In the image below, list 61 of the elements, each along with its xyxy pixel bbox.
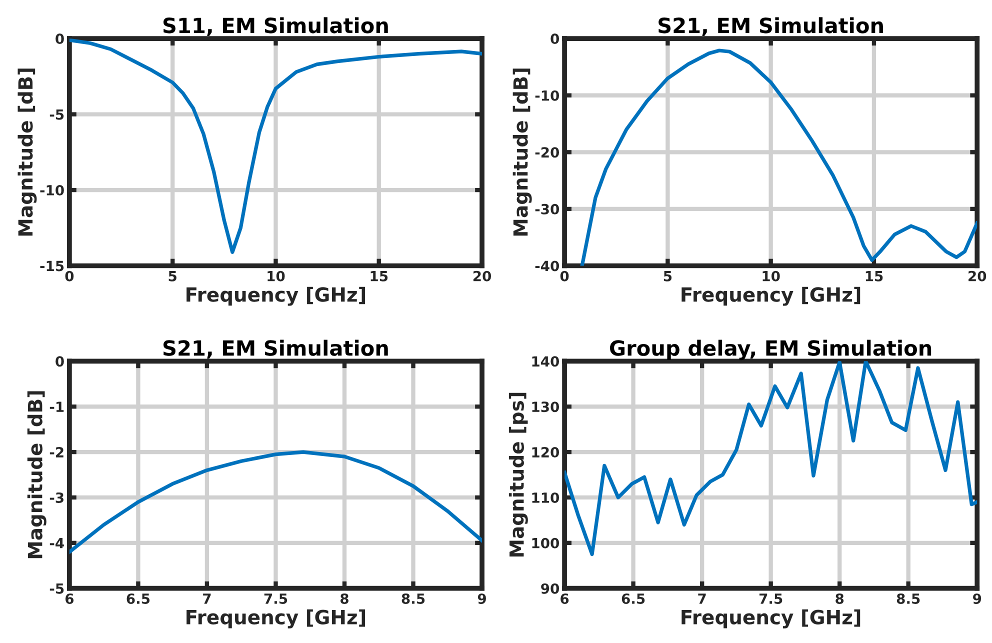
y-tick-label: 140	[532, 356, 560, 367]
x-tick-label: 5	[664, 271, 672, 282]
y-tick-label: -20	[535, 147, 560, 158]
x-tick-label: 0	[65, 270, 74, 282]
x-tick-label: 5	[168, 271, 176, 282]
y-axis-title: Magnitude [dB]	[27, 391, 46, 558]
chart-title: S21, EM Simulation	[658, 17, 883, 36]
chart-title: S21, EM Simulation	[163, 340, 388, 359]
y-tick-label: 90	[541, 583, 560, 594]
line-series	[69, 38, 482, 254]
x-tick-label: 8	[836, 593, 844, 604]
y-tick-label: 0	[56, 34, 64, 44]
y-tick-label: -30	[535, 204, 560, 214]
x-tick-label: 6	[65, 593, 74, 604]
y-tick-label: -15	[40, 260, 64, 272]
x-axis-title: Frequency [GHz]	[186, 609, 366, 628]
y-tick-label: 110	[532, 492, 560, 503]
y-axis-title: Magnitude [dB]	[512, 68, 532, 236]
chart-title: Group delay, EM Simulation	[610, 340, 932, 360]
chart-title: S11, EM Simulation	[163, 17, 388, 36]
line-series	[580, 48, 978, 266]
x-axis-title: Frequency [GHz]	[682, 609, 860, 628]
x-axis-title: Frequency [GHz]	[186, 286, 366, 306]
x-tick-label: 9	[973, 593, 982, 604]
y-tick-label: 120	[532, 447, 560, 458]
x-tick-label: 7	[203, 594, 211, 604]
y-axis-title: Magnitude [ps]	[508, 392, 528, 557]
y-tick-label: 0	[56, 356, 64, 367]
x-tick-label: 20	[473, 270, 492, 282]
x-tick-label: 0	[560, 270, 569, 282]
y-tick-label: -10	[535, 90, 560, 101]
x-tick-label: 20	[968, 270, 986, 282]
line-series	[69, 450, 482, 554]
y-tick-label: 130	[532, 402, 560, 412]
y-tick-label: -4	[50, 538, 64, 548]
y-tick-label: -10	[40, 185, 64, 196]
y-tick-label: -5	[50, 583, 64, 594]
x-tick-label: 8	[340, 593, 348, 604]
x-tick-label: 7	[698, 594, 706, 604]
x-tick-label: 15	[370, 271, 388, 282]
x-tick-label: 8.5	[896, 593, 920, 604]
y-tick-label: -2	[50, 447, 64, 458]
x-tick-label: 15	[866, 271, 883, 282]
x-tick-label: 10	[762, 270, 780, 282]
y-tick-label: -5	[50, 109, 64, 120]
x-tick-label: 7.5	[264, 594, 288, 604]
x-tick-label: 6.5	[622, 593, 645, 604]
y-tick-label: -1	[50, 402, 64, 412]
x-tick-label: 9	[478, 593, 486, 604]
x-axis-title: Frequency [GHz]	[682, 286, 860, 306]
x-tick-label: 8.5	[402, 593, 425, 604]
y-axis-title: Magnitude [dB]	[18, 68, 37, 236]
x-tick-label: 10	[268, 270, 285, 282]
y-tick-label: 100	[532, 538, 560, 548]
y-tick-label: -40	[535, 260, 560, 272]
x-tick-label: 7.5	[759, 594, 782, 604]
y-tick-label: -3	[50, 492, 64, 503]
line-series	[564, 361, 978, 556]
y-tick-label: 0	[550, 34, 560, 44]
x-tick-label: 6	[560, 593, 569, 604]
x-tick-label: 6.5	[126, 593, 150, 604]
